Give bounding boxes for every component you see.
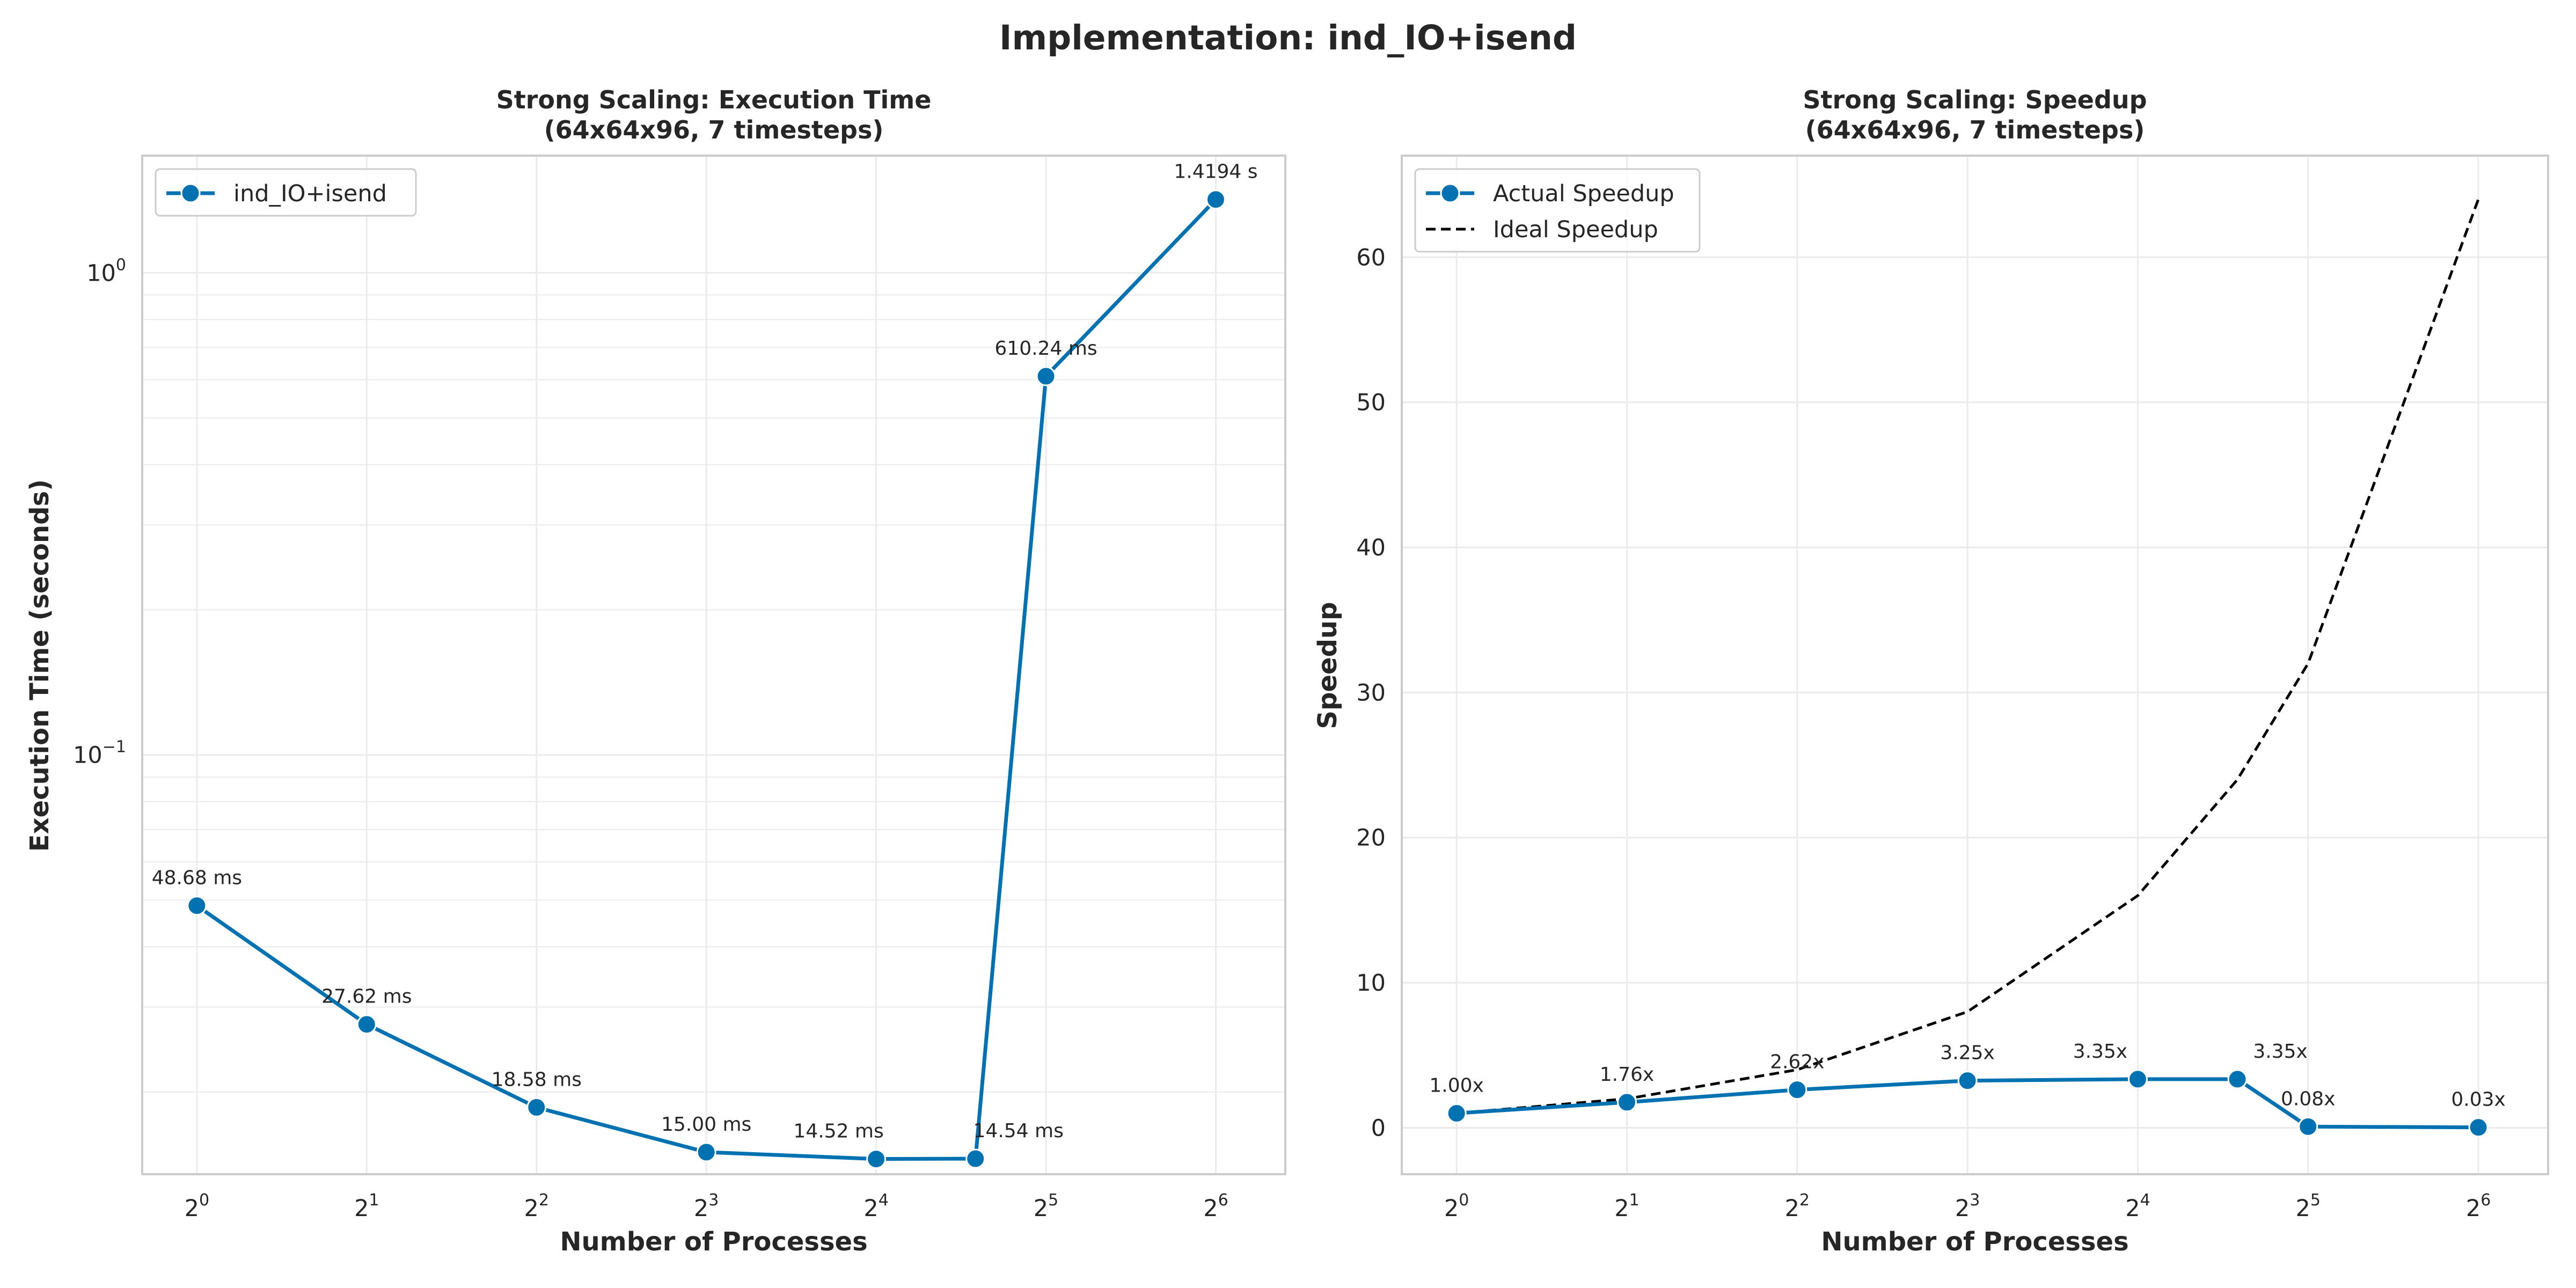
speedup-series-line bbox=[1456, 199, 2480, 1115]
execution-time-x-tick-label: 20 bbox=[185, 1191, 209, 1222]
execution-time-data-label: 14.52 ms bbox=[793, 1121, 883, 1143]
speedup-y-tick-label: 50 bbox=[1356, 390, 1386, 416]
speedup-data-point bbox=[2298, 1116, 2318, 1137]
speedup-x-tick-label: 20 bbox=[1444, 1191, 1469, 1222]
execution-time-data-point bbox=[356, 1014, 377, 1035]
execution-time-data-label: 610.24 ms bbox=[994, 338, 1097, 360]
execution-time-legend-label: ind_IO+isend bbox=[233, 180, 387, 207]
execution-time-data-point bbox=[187, 896, 207, 916]
speedup-x-tick-label: 25 bbox=[2296, 1191, 2321, 1222]
speedup-y-tick-label: 20 bbox=[1356, 825, 1386, 852]
speedup-data-label: 3.35x bbox=[2073, 1041, 2127, 1063]
execution-time-data-point bbox=[1205, 189, 1226, 210]
speedup-y-tick-label: 30 bbox=[1356, 679, 1386, 706]
speedup-data-point bbox=[1616, 1092, 1637, 1113]
execution-time-data-point bbox=[965, 1148, 986, 1169]
execution-time-y-tick-label: 10−1 bbox=[73, 738, 126, 769]
speedup-data-label: 0.03x bbox=[2451, 1089, 2505, 1111]
speedup-y-axis-label: Speedup bbox=[1313, 602, 1343, 729]
execution-time-legend-marker bbox=[180, 183, 201, 203]
speedup-data-label: 1.76x bbox=[1600, 1064, 1654, 1086]
speedup-y-tick-label: 40 bbox=[1356, 535, 1386, 561]
speedup-data-point bbox=[1446, 1103, 1467, 1123]
speedup-legend-label: Actual Speedup bbox=[1493, 180, 1674, 207]
execution-time-axes-frame bbox=[141, 155, 1286, 1175]
speedup-data-point bbox=[1787, 1080, 1807, 1100]
speedup-series-0 bbox=[1446, 1069, 2489, 1138]
speedup-data-point bbox=[2127, 1069, 2148, 1089]
speedup-x-tick-label: 24 bbox=[2125, 1191, 2150, 1222]
figure-suptitle: Implementation: ind_IO+isend bbox=[999, 18, 1577, 57]
execution-time-chart: Strong Scaling: Execution Time (64x64x96… bbox=[25, 85, 1286, 1257]
execution-time-data-point bbox=[696, 1142, 716, 1162]
execution-time-series-0 bbox=[187, 189, 1226, 1169]
speedup-y-tick-label: 0 bbox=[1371, 1115, 1386, 1141]
speedup-chart: Strong Scaling: Speedup (64x64x96, 7 tim… bbox=[1313, 85, 2549, 1257]
execution-time-x-tick-label: 21 bbox=[354, 1191, 379, 1222]
execution-time-data-label: 1.4194 s bbox=[1174, 161, 1257, 183]
speedup-x-axis-label: Number of Processes bbox=[1821, 1227, 2128, 1257]
execution-time-data-label: 48.68 ms bbox=[152, 867, 242, 889]
speedup-axes-frame bbox=[1401, 155, 2549, 1175]
speedup-x-tick-label: 23 bbox=[1955, 1191, 1980, 1222]
execution-time-data-point bbox=[526, 1097, 547, 1117]
execution-time-plot-area bbox=[142, 156, 1285, 1174]
speedup-title: Strong Scaling: Speedup bbox=[1803, 85, 2147, 114]
speedup-data-point bbox=[2468, 1117, 2489, 1138]
speedup-data-label: 3.35x bbox=[2253, 1041, 2307, 1063]
execution-time-y-axis-label: Execution Time (seconds) bbox=[25, 479, 55, 852]
speedup-x-tick-label: 21 bbox=[1614, 1191, 1639, 1222]
speedup-y-tick-label: 60 bbox=[1356, 244, 1386, 271]
speedup-data-label: 0.08x bbox=[2281, 1088, 2335, 1110]
execution-time-data-label: 27.62 ms bbox=[321, 986, 412, 1008]
execution-time-series-line bbox=[195, 198, 1218, 1161]
execution-time-x-tick-label: 23 bbox=[694, 1191, 719, 1222]
speedup-subtitle: (64x64x96, 7 timesteps) bbox=[1805, 115, 2145, 144]
speedup-data-label: 2.62x bbox=[1770, 1051, 1824, 1073]
speedup-data-point bbox=[1957, 1071, 1978, 1091]
speedup-y-tick-label: 10 bbox=[1356, 970, 1386, 997]
speedup-data-point bbox=[2227, 1069, 2248, 1089]
execution-time-data-point bbox=[866, 1149, 887, 1169]
speedup-x-tick-label: 22 bbox=[1785, 1191, 1810, 1222]
execution-time-subtitle: (64x64x96, 7 timesteps) bbox=[544, 115, 884, 144]
execution-time-x-tick-label: 24 bbox=[863, 1191, 888, 1222]
execution-time-data-label: 14.54 ms bbox=[974, 1120, 1064, 1142]
speedup-plot-area bbox=[1402, 156, 2548, 1174]
speedup-legend-label: Ideal Speedup bbox=[1493, 216, 1658, 243]
execution-time-x-tick-label: 25 bbox=[1034, 1191, 1058, 1222]
speedup-x-tick-label: 26 bbox=[2466, 1191, 2491, 1222]
execution-time-x-tick-label: 22 bbox=[524, 1191, 549, 1222]
speedup-legend-marker bbox=[1440, 183, 1460, 203]
execution-time-y-tick-label: 100 bbox=[86, 255, 126, 287]
speedup-data-label: 3.25x bbox=[1940, 1042, 1994, 1064]
execution-time-x-axis-label: Number of Processes bbox=[560, 1227, 867, 1257]
speedup-series-line bbox=[1456, 1077, 2479, 1130]
speedup-legend bbox=[1414, 168, 1701, 253]
speedup-data-label: 1.00x bbox=[1429, 1074, 1483, 1096]
execution-time-title: Strong Scaling: Execution Time bbox=[496, 85, 932, 114]
execution-time-data-label: 18.58 ms bbox=[492, 1069, 582, 1091]
execution-time-data-label: 15.00 ms bbox=[661, 1114, 751, 1136]
execution-time-x-tick-label: 26 bbox=[1203, 1191, 1228, 1222]
execution-time-data-point bbox=[1036, 366, 1056, 386]
speedup-series-1 bbox=[1456, 199, 2480, 1115]
execution-time-legend bbox=[155, 168, 417, 217]
